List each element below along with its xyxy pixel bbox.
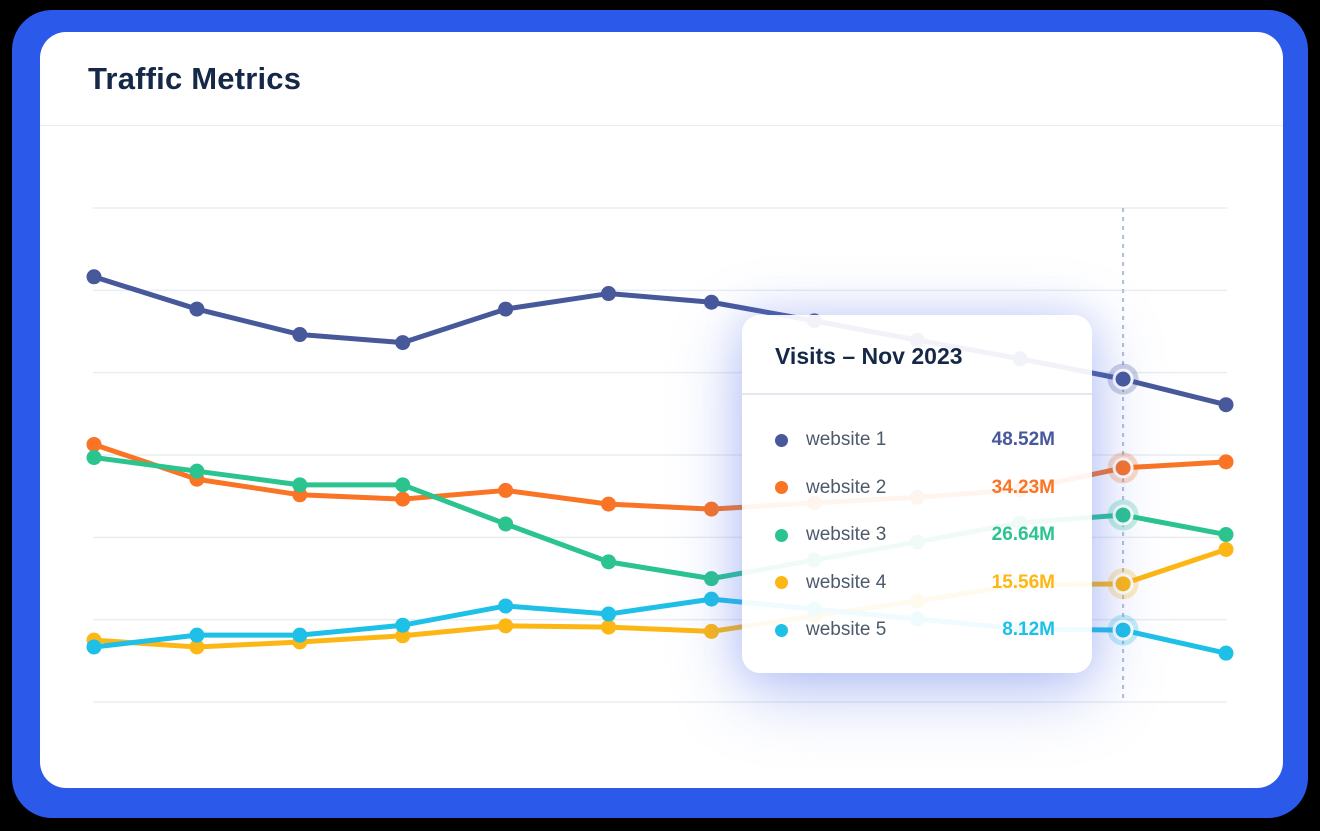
tooltip-row-website-4: website 4 15.56M (775, 559, 1055, 607)
data-point[interactable] (703, 571, 719, 587)
data-point[interactable] (601, 619, 617, 635)
series-color-dot-icon (775, 481, 788, 495)
data-point[interactable] (1218, 541, 1234, 557)
window-frame: Traffic Metrics Visits – Nov 2023 websit… (12, 10, 1308, 818)
data-point[interactable] (189, 463, 205, 479)
data-point[interactable] (1218, 645, 1234, 661)
tooltip-series-value: 15.56M (991, 571, 1055, 593)
data-point[interactable] (601, 286, 617, 302)
card-header: Traffic Metrics (40, 32, 1283, 126)
hovered-data-point[interactable] (1115, 622, 1131, 638)
tooltip-series-value: 34.23M (991, 476, 1055, 498)
data-point[interactable] (1218, 527, 1234, 543)
tooltip-row-website-2: website 2 34.23M (775, 464, 1055, 512)
tooltip-row-website-3: website 3 26.64M (775, 512, 1055, 560)
series-color-dot-icon (775, 433, 788, 447)
traffic-metrics-card: Traffic Metrics Visits – Nov 2023 websit… (40, 32, 1283, 788)
data-point[interactable] (395, 477, 411, 493)
data-point[interactable] (498, 482, 514, 498)
data-point[interactable] (86, 269, 102, 285)
tooltip-series-label: website 5 (806, 619, 887, 641)
tooltip-row-website-1: website 1 48.52M (775, 417, 1055, 465)
data-point[interactable] (189, 627, 205, 643)
tooltip-series-label: website 3 (806, 524, 887, 546)
data-point[interactable] (703, 591, 719, 607)
data-point[interactable] (292, 477, 308, 493)
data-point[interactable] (498, 598, 514, 614)
data-point[interactable] (292, 327, 308, 343)
tooltip-divider (742, 393, 1092, 395)
data-point[interactable] (395, 617, 411, 633)
data-point[interactable] (703, 501, 719, 517)
chart-tooltip: Visits – Nov 2023 website 1 48.52M website… (742, 315, 1092, 673)
data-point[interactable] (703, 294, 719, 310)
data-point[interactable] (292, 627, 308, 643)
data-point[interactable] (601, 606, 617, 622)
data-point[interactable] (601, 496, 617, 512)
data-point[interactable] (498, 301, 514, 317)
tooltip-series-label: website 4 (806, 571, 887, 593)
data-point[interactable] (86, 639, 102, 655)
hovered-data-point[interactable] (1115, 507, 1131, 523)
series-color-dot-icon (775, 623, 788, 637)
data-point[interactable] (1218, 397, 1234, 413)
tooltip-title: Visits – Nov 2023 (775, 343, 963, 369)
series-color-dot-icon (775, 528, 788, 542)
chart-area: Visits – Nov 2023 website 1 48.52M website… (40, 127, 1283, 788)
data-point[interactable] (395, 335, 411, 351)
hovered-data-point[interactable] (1115, 576, 1131, 592)
tooltip-series-value: 48.52M (991, 429, 1055, 451)
data-point[interactable] (498, 516, 514, 532)
tooltip-row-website-5: website 5 8.12M (775, 607, 1055, 655)
tooltip-series-value: 8.12M (1002, 619, 1055, 641)
hovered-data-point[interactable] (1115, 460, 1131, 476)
data-point[interactable] (189, 639, 205, 655)
traffic-line-chart[interactable] (40, 127, 1283, 788)
data-point[interactable] (703, 623, 719, 639)
hovered-data-point[interactable] (1115, 371, 1131, 387)
series-color-dot-icon (775, 576, 788, 590)
data-point[interactable] (1218, 454, 1234, 470)
data-point[interactable] (395, 491, 411, 507)
data-point[interactable] (601, 554, 617, 570)
tooltip-series-value: 26.64M (991, 524, 1055, 546)
data-point[interactable] (189, 301, 205, 317)
data-point[interactable] (395, 628, 411, 644)
tooltip-series-label: website 1 (806, 429, 887, 451)
data-point[interactable] (498, 618, 514, 634)
tooltip-series-label: website 2 (806, 476, 887, 498)
data-point[interactable] (86, 450, 102, 466)
tooltip-rows: website 1 48.52M website 2 34.23M website 3 2… (742, 395, 1092, 655)
page-title: Traffic Metrics (88, 60, 302, 96)
data-point[interactable] (86, 436, 102, 452)
